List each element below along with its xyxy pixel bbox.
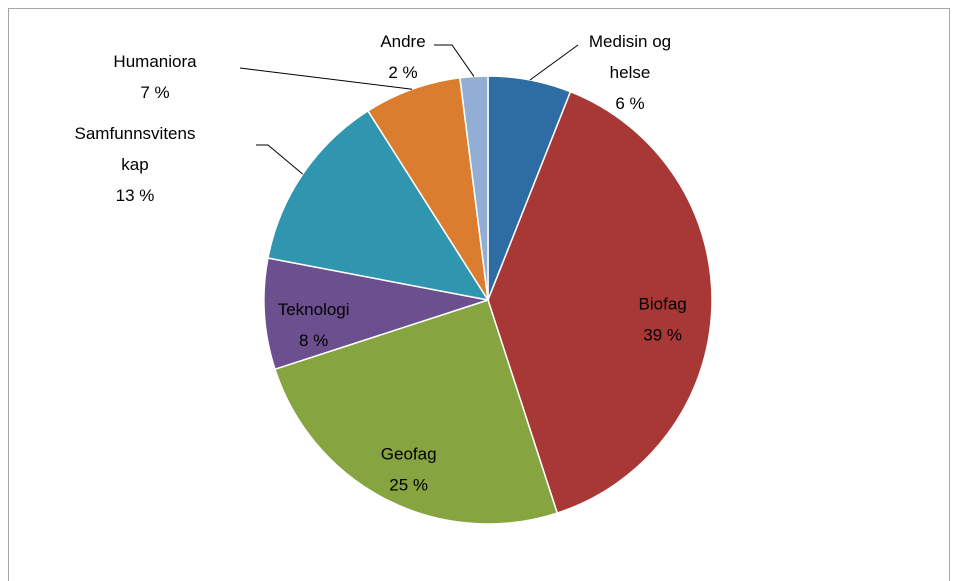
slice-label: Andre 2 % (380, 32, 425, 82)
slice-category: Andre (380, 32, 425, 51)
leader-line (434, 44, 475, 77)
slice-label: Geofag 25 % (381, 445, 437, 495)
pie-slice (274, 299, 559, 525)
leader-line (256, 144, 304, 175)
slice-value: 13 % (116, 186, 155, 205)
slice-value: 8 % (299, 331, 328, 350)
slice-value: 25 % (389, 476, 428, 495)
slice-value: 6 % (615, 94, 644, 113)
leader-line (529, 44, 579, 81)
slice-label: Samfunnsvitens kap 13 % (75, 124, 196, 205)
slice-category: Geofag (381, 445, 437, 464)
leader-line (239, 67, 413, 90)
slice-category: Biofag (639, 295, 687, 314)
slice-category: Humaniora (113, 52, 197, 71)
slice-category: Teknologi (278, 300, 350, 319)
slice-label: Teknologi 8 % (278, 300, 350, 350)
slice-label: Biofag 39 % (639, 295, 687, 345)
pie-slice (263, 257, 489, 371)
slice-category: kap (121, 155, 148, 174)
slice-label: Humaniora 7 % (113, 52, 197, 102)
slice-label: Medisin og helse 6 % (589, 32, 671, 113)
slice-category: helse (610, 63, 651, 82)
slice-category: Medisin og (589, 32, 671, 51)
pie-slice (487, 90, 713, 514)
slice-value: 2 % (388, 63, 417, 82)
chart-border (8, 8, 950, 581)
slice-value: 39 % (643, 326, 682, 345)
slice-value: 7 % (140, 83, 169, 102)
slice-category: Samfunnsvitens (75, 124, 196, 143)
pie-slice (267, 109, 490, 302)
